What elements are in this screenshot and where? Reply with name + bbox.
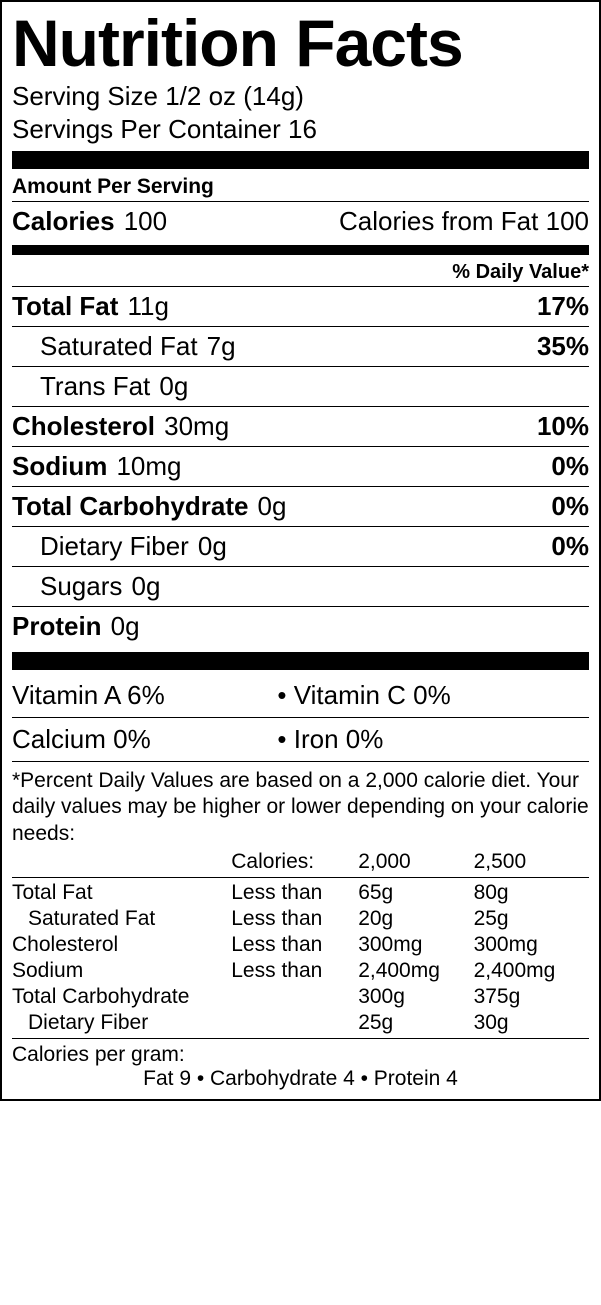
- divider-thick-2: [12, 652, 589, 670]
- vitamins-row-1: Vitamin A 6% • Vitamin C 0%: [12, 674, 589, 718]
- vitamin-a: Vitamin A 6%: [12, 680, 277, 711]
- fiber-row: Dietary Fiber 0g 0%: [12, 527, 589, 567]
- divider-med: [12, 245, 589, 255]
- ref-cell: Total Fat: [12, 880, 231, 906]
- ref-cell: 80g: [474, 880, 589, 906]
- sat-fat-amount: 7g: [207, 331, 236, 362]
- total-carb-dv: 0%: [551, 491, 589, 522]
- ref-cell: 300g: [358, 984, 473, 1010]
- ref-h-c4: 2,500: [474, 849, 589, 875]
- protein-row: Protein 0g: [12, 607, 589, 646]
- reference-table: Total FatLess than65g80gSaturated FatLes…: [12, 877, 589, 1039]
- iron: • Iron 0%: [277, 724, 589, 755]
- protein-label: Protein: [12, 611, 102, 642]
- ref-cell: [231, 1010, 358, 1036]
- cals-per-gram-label: Calories per gram:: [12, 1039, 589, 1067]
- fiber-amount: 0g: [198, 531, 227, 562]
- total-fat-amount: 11g: [128, 291, 169, 322]
- ref-cell: Less than: [231, 958, 358, 984]
- ref-cell: 30g: [474, 1010, 589, 1036]
- trans-fat-row: Trans Fat 0g: [12, 367, 589, 407]
- sat-fat-row: Saturated Fat 7g 35%: [12, 327, 589, 367]
- footnote: *Percent Daily Values are based on a 2,0…: [12, 762, 589, 847]
- calories-label: Calories: [12, 206, 115, 237]
- ref-cell: 2,400mg: [474, 958, 589, 984]
- ref-cell: 375g: [474, 984, 589, 1010]
- sugars-row: Sugars 0g: [12, 567, 589, 607]
- ref-cell: Dietary Fiber: [12, 1010, 231, 1036]
- ref-cell: Less than: [231, 932, 358, 958]
- serving-size: Serving Size 1/2 oz (14g): [12, 80, 589, 113]
- ref-cell: Cholesterol: [12, 932, 231, 958]
- vitamin-c-text: Vitamin C 0%: [294, 680, 451, 710]
- cholesterol-amount: 30mg: [164, 411, 229, 442]
- calories-row: Calories 100 Calories from Fat 100: [12, 202, 589, 241]
- ref-h-c3: 2,000: [358, 849, 473, 875]
- sodium-dv: 0%: [551, 451, 589, 482]
- amount-per-serving: Amount Per Serving: [12, 173, 589, 202]
- sodium-amount: 10mg: [116, 451, 181, 482]
- reference-header: Calories: 2,000 2,500: [12, 847, 589, 877]
- cholesterol-label: Cholesterol: [12, 411, 155, 442]
- vitamins-row-2: Calcium 0% • Iron 0%: [12, 718, 589, 762]
- divider-thick: [12, 151, 589, 169]
- serving-size-label: Serving Size: [12, 81, 158, 111]
- ref-cell: 65g: [358, 880, 473, 906]
- protein-amount: 0g: [111, 611, 140, 642]
- nutrition-label: Nutrition Facts Serving Size 1/2 oz (14g…: [0, 0, 601, 1101]
- total-carb-amount: 0g: [258, 491, 287, 522]
- ref-cell: 20g: [358, 906, 473, 932]
- total-carb-label: Total Carbohydrate: [12, 491, 248, 522]
- sat-fat-label: Saturated Fat: [40, 331, 198, 362]
- sugars-label: Sugars: [40, 571, 122, 602]
- dv-header: % Daily Value*: [12, 259, 589, 287]
- iron-text: Iron 0%: [294, 724, 384, 754]
- servings-per-container: Servings Per Container 16: [12, 113, 589, 146]
- ref-cell: Less than: [231, 880, 358, 906]
- trans-fat-label: Trans Fat: [40, 371, 150, 402]
- servings-per-label: Servings Per Container: [12, 114, 281, 144]
- ref-h-c1: [12, 849, 231, 875]
- ref-cell: 25g: [474, 906, 589, 932]
- sugars-amount: 0g: [131, 571, 160, 602]
- sat-fat-dv: 35%: [537, 331, 589, 362]
- ref-cell: 2,400mg: [358, 958, 473, 984]
- fiber-label: Dietary Fiber: [40, 531, 189, 562]
- ref-cell: 300mg: [474, 932, 589, 958]
- ref-cell: Sodium: [12, 958, 231, 984]
- sodium-label: Sodium: [12, 451, 107, 482]
- fiber-dv: 0%: [551, 531, 589, 562]
- vitamin-c: • Vitamin C 0%: [277, 680, 589, 711]
- total-fat-label: Total Fat: [12, 291, 118, 322]
- sodium-row: Sodium 10mg 0%: [12, 447, 589, 487]
- ref-cell: [231, 984, 358, 1010]
- total-fat-dv: 17%: [537, 291, 589, 322]
- ref-cell: Less than: [231, 906, 358, 932]
- ref-cell: 300mg: [358, 932, 473, 958]
- title: Nutrition Facts: [12, 10, 589, 76]
- calcium: Calcium 0%: [12, 724, 277, 755]
- ref-cell: Total Carbohydrate: [12, 984, 231, 1010]
- cholesterol-row: Cholesterol 30mg 10%: [12, 407, 589, 447]
- calories-fat-label: Calories from Fat: [339, 206, 538, 236]
- ref-cell: 25g: [358, 1010, 473, 1036]
- total-carb-row: Total Carbohydrate 0g 0%: [12, 487, 589, 527]
- calories-fat-value: 100: [546, 206, 589, 236]
- trans-fat-amount: 0g: [159, 371, 188, 402]
- serving-size-value: 1/2 oz (14g): [165, 81, 304, 111]
- cals-per-gram: Fat 9 • Carbohydrate 4 • Protein 4: [12, 1067, 589, 1091]
- servings-per-value: 16: [288, 114, 317, 144]
- calories-value: 100: [124, 206, 167, 237]
- total-fat-row: Total Fat 11g 17%: [12, 287, 589, 327]
- ref-h-c2: Calories:: [231, 849, 358, 875]
- ref-cell: Saturated Fat: [12, 906, 231, 932]
- cholesterol-dv: 10%: [537, 411, 589, 442]
